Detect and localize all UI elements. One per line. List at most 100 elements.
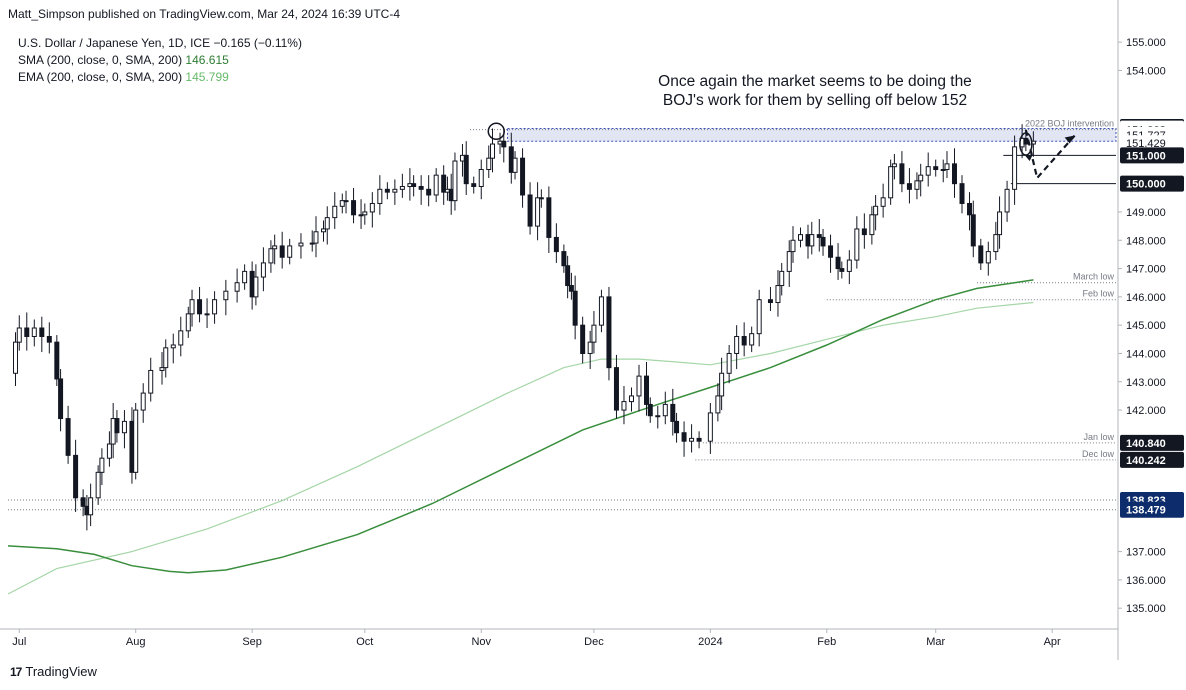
candle xyxy=(163,339,169,378)
x-tick-label: Mar xyxy=(926,636,945,648)
level-label: March low xyxy=(1073,272,1115,282)
price-tag-label: 150.000 xyxy=(1126,179,1166,191)
candle xyxy=(433,168,439,203)
candle xyxy=(681,421,687,457)
candle-body xyxy=(655,415,661,418)
candle-body xyxy=(478,169,484,187)
candle-body xyxy=(58,378,64,420)
candle xyxy=(888,159,894,205)
candle-body xyxy=(223,290,229,301)
candle xyxy=(418,175,424,205)
candle xyxy=(268,240,274,273)
tradingview-brand[interactable]: TradingView xyxy=(25,664,97,679)
candle xyxy=(906,168,912,204)
candle xyxy=(490,128,496,173)
candle-body xyxy=(73,454,79,499)
candle xyxy=(512,151,518,180)
candle-body xyxy=(377,188,383,204)
x-tick-label: Aug xyxy=(126,636,146,648)
y-tick-label: 155.000 xyxy=(1126,37,1166,49)
candle-body xyxy=(392,188,398,193)
x-tick-label: Dec xyxy=(584,636,604,648)
candle xyxy=(670,388,676,436)
candle-body xyxy=(580,324,586,354)
legend-sma-value: 146.615 xyxy=(185,53,229,67)
candle-body xyxy=(343,200,349,203)
candle xyxy=(816,219,822,252)
candle-body xyxy=(715,395,721,414)
y-tick-label: 145.000 xyxy=(1126,320,1166,332)
tradingview-logo-icon[interactable]: 17 xyxy=(10,664,22,679)
candle xyxy=(178,316,184,357)
candle-body xyxy=(272,245,278,250)
candle xyxy=(463,141,469,195)
candle-body xyxy=(918,174,924,182)
projection-arrowhead xyxy=(1064,135,1075,144)
legend-ema-value: 145.799 xyxy=(185,70,229,84)
candle-body xyxy=(133,409,139,473)
candle-body xyxy=(339,200,345,207)
candle xyxy=(647,397,653,423)
legend-symbol[interactable]: U.S. Dollar / Japanese Yen, 1D, ICE xyxy=(18,36,211,50)
price-tag-label: 140.242 xyxy=(1126,455,1166,467)
candle-body xyxy=(260,262,266,278)
candle xyxy=(234,268,240,303)
y-tick-label: 142.000 xyxy=(1126,405,1166,417)
candle xyxy=(587,330,593,370)
candle-body xyxy=(644,375,650,405)
candle-body xyxy=(418,185,424,190)
candle xyxy=(106,431,112,467)
candle-body xyxy=(512,157,518,173)
candle-body xyxy=(31,327,37,337)
candle xyxy=(159,352,165,385)
legend-ema-label[interactable]: EMA (200, close, 0, SMA, 200) xyxy=(18,70,183,84)
candles-group xyxy=(13,124,1036,531)
candle-body xyxy=(978,245,984,264)
candle xyxy=(970,200,976,258)
candle xyxy=(628,387,634,412)
y-tick-label: 146.000 xyxy=(1126,292,1166,304)
candle xyxy=(309,230,315,252)
candle-body xyxy=(204,313,210,316)
candle xyxy=(339,193,345,214)
candle xyxy=(606,286,612,381)
y-tick-label: 136.000 xyxy=(1126,575,1166,587)
candle xyxy=(313,216,319,258)
candle xyxy=(520,148,526,208)
candle xyxy=(561,244,567,273)
candle xyxy=(170,333,176,364)
candle xyxy=(140,383,146,423)
chart-annotation[interactable]: Once again the market seems to be doing … xyxy=(620,72,1010,110)
y-tick-label: 147.000 xyxy=(1126,264,1166,276)
candle xyxy=(99,448,105,486)
candle-body xyxy=(535,197,541,227)
candle-body xyxy=(873,205,879,216)
candle xyxy=(332,192,338,229)
candle xyxy=(798,227,804,248)
candle xyxy=(223,279,229,316)
candle-body xyxy=(553,236,559,253)
candle-body xyxy=(636,375,642,397)
candle-body xyxy=(959,183,965,204)
candle-body xyxy=(463,154,469,185)
candle-body xyxy=(486,157,492,171)
candle xyxy=(734,325,740,370)
candle xyxy=(362,203,368,225)
high-circle-nov xyxy=(487,122,506,141)
candle xyxy=(13,332,19,387)
price-tag xyxy=(1120,434,1184,451)
candle-body xyxy=(369,202,375,213)
legend-symbol-row: U.S. Dollar / Japanese Yen, 1D, ICE −0.1… xyxy=(18,35,302,52)
candle-body xyxy=(313,231,319,244)
candle-body xyxy=(441,174,447,193)
candle-body xyxy=(212,299,218,315)
candle-body xyxy=(993,234,999,253)
candle xyxy=(426,175,432,207)
legend-sma-label[interactable]: SMA (200, close, 0, SMA, 200) xyxy=(18,53,183,67)
candle-body xyxy=(351,200,357,216)
candle xyxy=(121,410,127,449)
candle-body xyxy=(696,437,702,442)
candle xyxy=(899,151,905,193)
candle-body xyxy=(779,270,785,287)
